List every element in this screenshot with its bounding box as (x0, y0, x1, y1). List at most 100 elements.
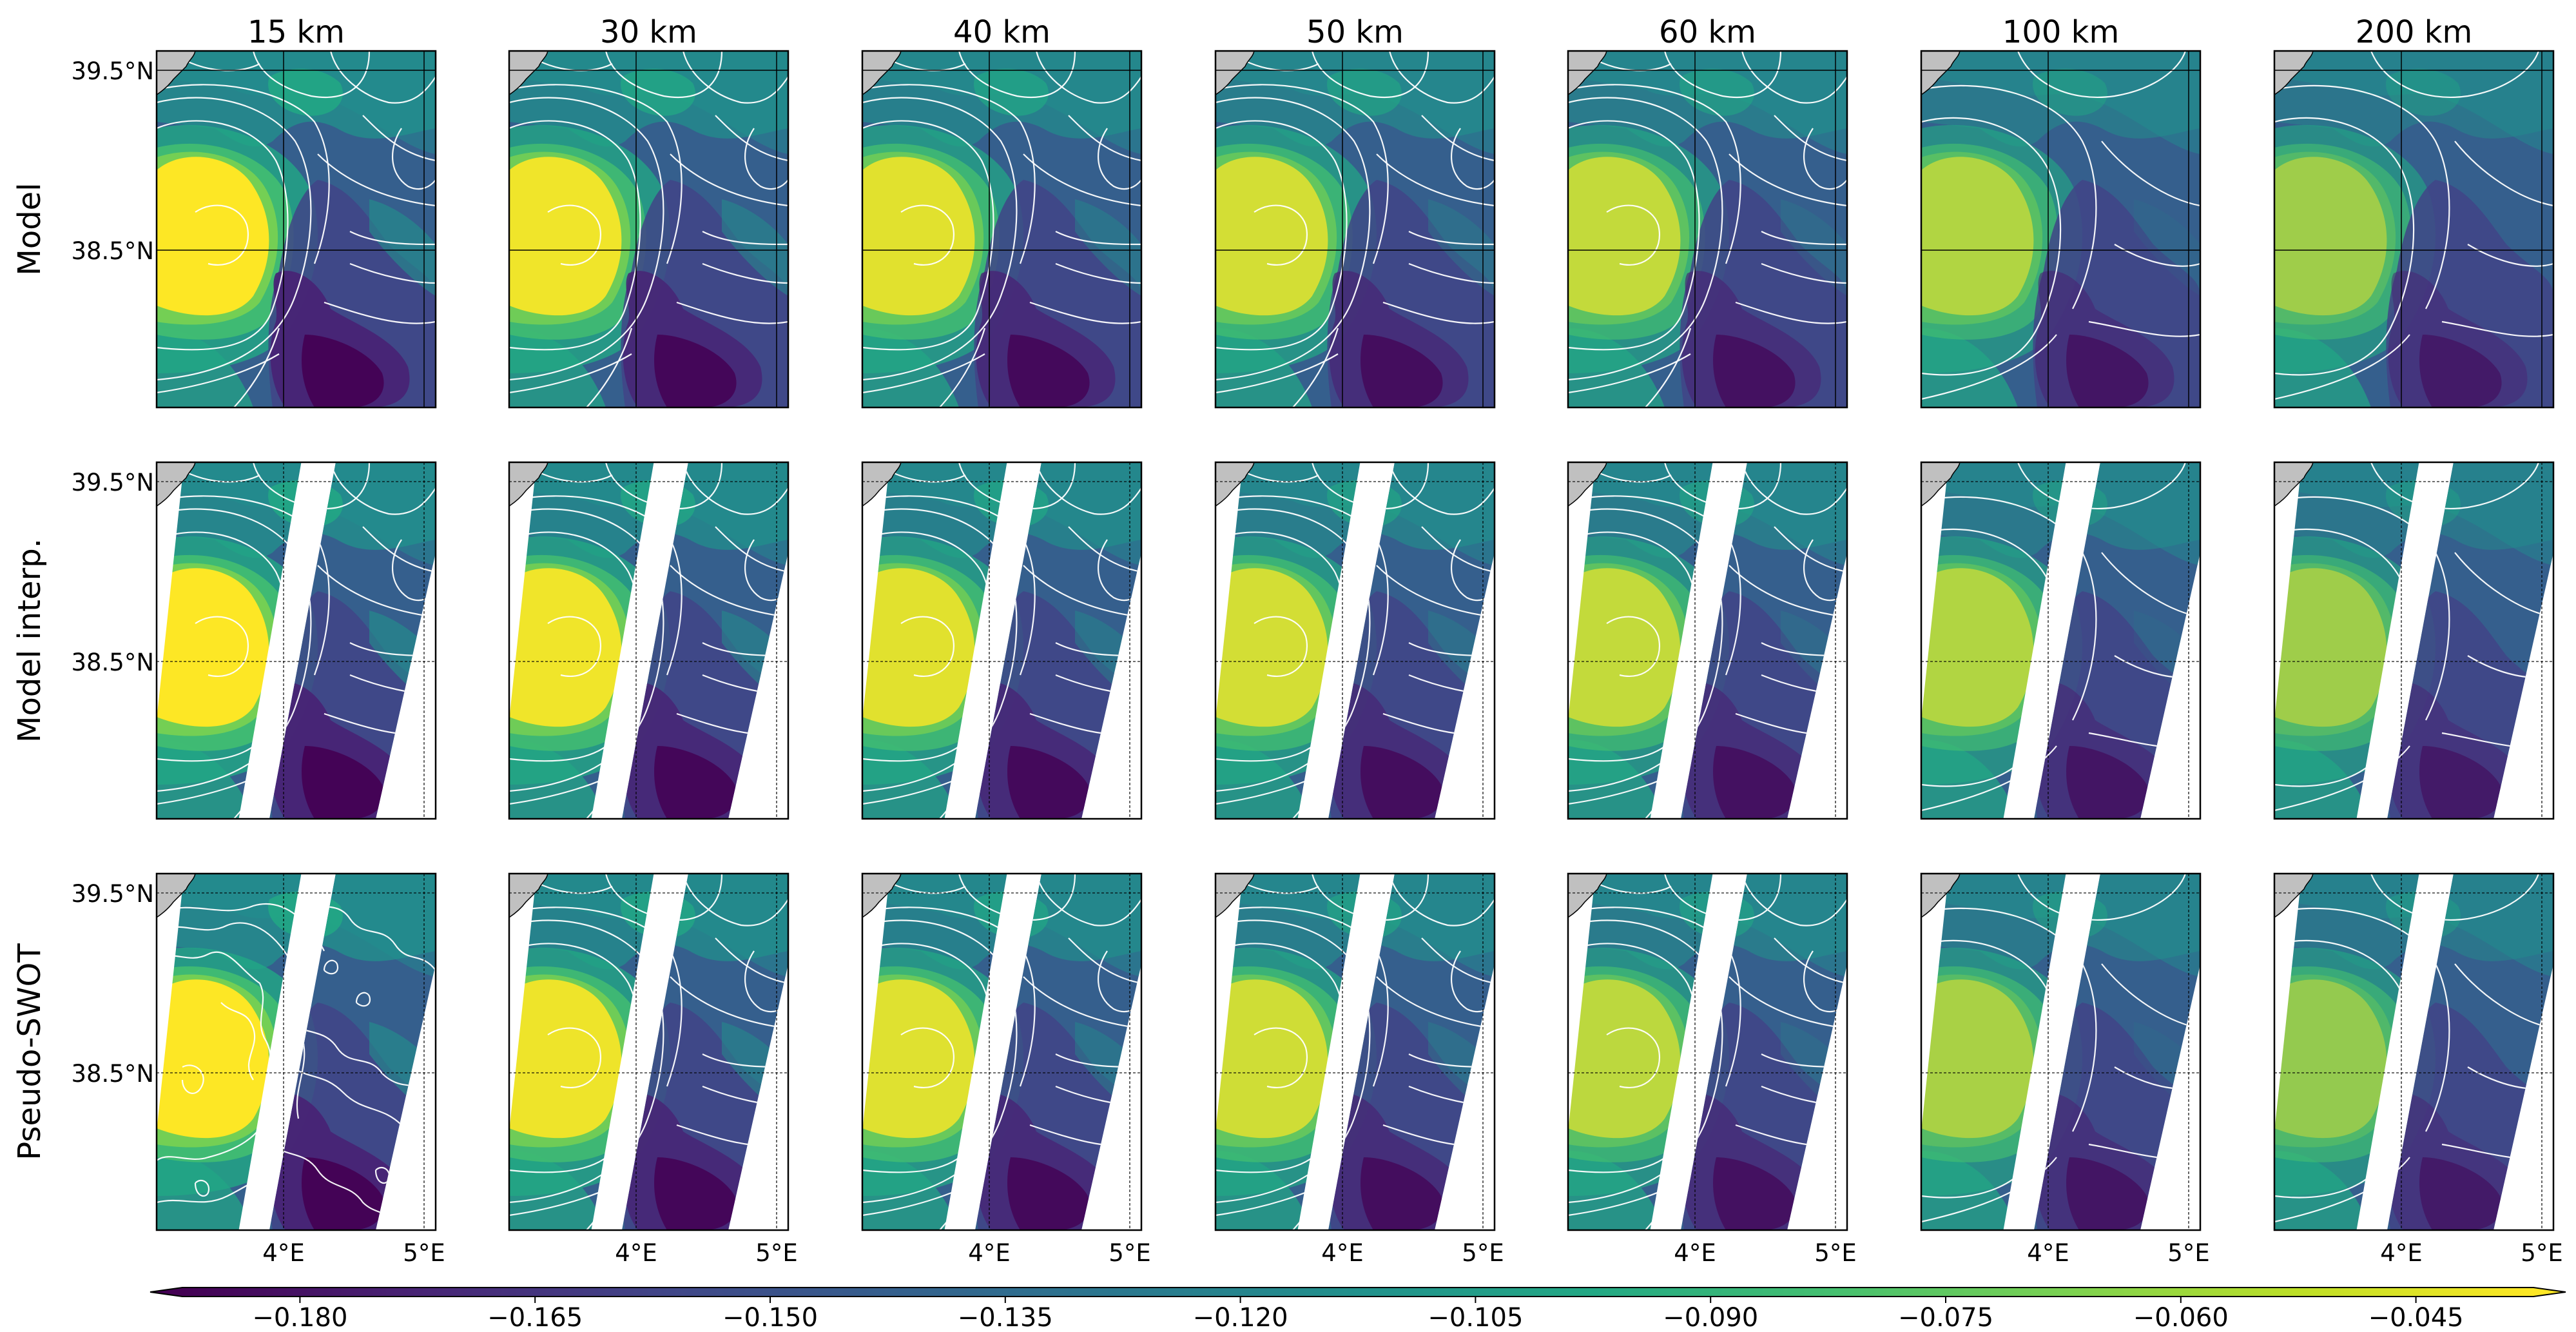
map-panel (1214, 461, 1496, 820)
colorbar-tick-label: −0.150 (722, 1303, 818, 1332)
colorbar-extend-high (2533, 1288, 2566, 1297)
panel-frame (155, 872, 437, 1231)
column-titles: 15 km 30 km 40 km 50 km 60 km 100 km 200 km (247, 14, 2472, 50)
colorbar: −0.180 −0.165 −0.150 −0.135 −0.120 −0.105 −0.0… (150, 1287, 2566, 1332)
map-panel (1920, 461, 2202, 820)
lon-tick-label: 4°E (1674, 1239, 1716, 1267)
colorbar-tick-label: −0.060 (2133, 1303, 2229, 1332)
land-mass (1215, 51, 1255, 95)
land-mass (1921, 874, 1961, 918)
row-label: Pseudo-SWOT (12, 943, 48, 1161)
panel-frame (861, 50, 1143, 409)
lat-tick-label: 39.5°N (71, 469, 154, 496)
panel-frame (1920, 872, 2202, 1231)
land-mass (157, 874, 196, 918)
land-mass (862, 51, 902, 95)
map-panel: 39.5°N 38.5°N (71, 461, 437, 820)
colorbar-tick-label: −0.180 (252, 1303, 347, 1332)
land-mass (1921, 462, 1961, 507)
land-mass (509, 51, 548, 95)
map-panel (1567, 461, 1848, 820)
land-mass (157, 51, 196, 95)
column-title: 40 km (953, 14, 1051, 50)
lon-tick-label: 4°E (1321, 1239, 1363, 1267)
panel-frame (2273, 50, 2555, 409)
map-panel (1567, 50, 1848, 409)
map-panel: 4°E 5°E (1920, 872, 2210, 1267)
land-mass (1568, 874, 1607, 918)
map-panel: 4°E 5°E (2273, 872, 2563, 1267)
map-panel (508, 461, 789, 820)
lon-tick-label: 5°E (2167, 1239, 2209, 1267)
lon-tick-label: 4°E (968, 1239, 1010, 1267)
panel-frame (1214, 872, 1496, 1231)
colorbar-tick-label: −0.105 (1428, 1303, 1523, 1332)
land-mass (509, 462, 548, 507)
map-panels: 39.5°N 38.5°N 39.5°N 38.5°N 39.5°N 38.5°N 4°E 5… (71, 50, 2563, 1267)
colorbar-gradient (182, 1288, 2533, 1297)
panel-frame (2273, 461, 2555, 820)
lon-tick-label: 4°E (262, 1239, 304, 1267)
panel-frame (1567, 872, 1848, 1231)
map-panel (508, 50, 789, 409)
panel-frame (155, 461, 437, 820)
panel-frame (861, 461, 1143, 820)
lon-tick-label: 4°E (2027, 1239, 2069, 1267)
land-mass (157, 462, 196, 507)
column-title: 200 km (2356, 14, 2472, 50)
row-label: Model (12, 182, 48, 275)
column-title: 50 km (1306, 14, 1404, 50)
lon-tick-label: 4°E (615, 1239, 657, 1267)
column-title: 30 km (600, 14, 697, 50)
map-panel (1214, 50, 1496, 409)
column-title: 60 km (1659, 14, 1756, 50)
land-mass (2274, 462, 2314, 507)
lon-tick-label: 5°E (1814, 1239, 1856, 1267)
land-mass (1921, 51, 1961, 95)
map-panel: 4°E 5°E (1214, 872, 1504, 1267)
colorbar-outline (150, 1287, 2566, 1297)
land-mass (509, 874, 548, 918)
map-panel (861, 461, 1143, 820)
panel-frame (2273, 872, 2555, 1231)
panel-frame (1920, 461, 2202, 820)
lon-tick-label: 5°E (1109, 1239, 1150, 1267)
map-panel: 4°E 5°E (1567, 872, 1857, 1267)
panel-frame (1214, 50, 1496, 409)
panel-frame (508, 50, 789, 409)
colorbar-tick-label: −0.090 (1663, 1303, 1758, 1332)
lat-tick-label: 39.5°N (71, 880, 154, 908)
lat-tick-label: 38.5°N (71, 649, 154, 676)
land-mass (1568, 51, 1607, 95)
map-panel: 39.5°N 38.5°N 4°E 5°E (71, 872, 445, 1267)
map-panel: 39.5°N 38.5°N (71, 50, 437, 409)
map-panel (2273, 50, 2555, 409)
panel-frame (861, 872, 1143, 1231)
land-mass (2274, 874, 2314, 918)
map-panel (2273, 461, 2555, 820)
colorbar-extend-low (150, 1288, 182, 1297)
panel-frame (508, 461, 789, 820)
colorbar-tick-label: −0.165 (487, 1303, 583, 1332)
map-panel: 4°E 5°E (861, 872, 1151, 1267)
colorbar-tick-label: −0.120 (1193, 1303, 1288, 1332)
map-panel (861, 50, 1143, 409)
column-title: 15 km (247, 14, 345, 50)
panel-frame (155, 50, 437, 409)
land-mass (862, 462, 902, 507)
land-mass (1215, 462, 1255, 507)
colorbar-tick-label: −0.135 (958, 1303, 1053, 1332)
panel-frame (1920, 50, 2202, 409)
lat-tick-label: 39.5°N (71, 57, 154, 85)
panel-frame (508, 872, 789, 1231)
colorbar-tick-label: −0.045 (2368, 1303, 2464, 1332)
column-title: 100 km (2002, 14, 2119, 50)
row-label: Model interp. (12, 538, 48, 743)
lon-tick-label: 5°E (403, 1239, 445, 1267)
map-panel (1920, 50, 2202, 409)
row-labels: Model Model interp. Pseudo-SWOT (12, 182, 48, 1160)
lon-tick-label: 4°E (2380, 1239, 2422, 1267)
colorbar-tick-label: −0.075 (1898, 1303, 1993, 1332)
panel-frame (1567, 50, 1848, 409)
